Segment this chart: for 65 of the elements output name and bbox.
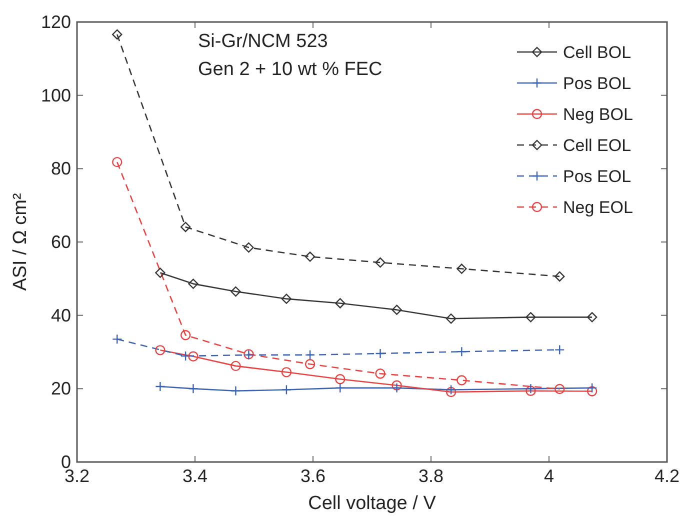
point xyxy=(304,252,316,262)
point xyxy=(375,368,386,379)
point xyxy=(180,350,191,362)
point xyxy=(456,375,467,386)
point xyxy=(392,304,402,315)
point xyxy=(230,386,241,396)
point xyxy=(335,374,346,384)
x-tick-label: 4 xyxy=(544,466,554,486)
point xyxy=(112,334,122,344)
legend-label: Pos BOL xyxy=(563,74,632,93)
point xyxy=(526,312,536,322)
legend-label: Cell BOL xyxy=(563,43,632,62)
legend-label: Pos EOL xyxy=(563,167,632,186)
point xyxy=(335,298,346,308)
point xyxy=(188,384,198,394)
point xyxy=(554,271,565,282)
point xyxy=(375,348,386,359)
point xyxy=(155,345,166,356)
point xyxy=(180,330,191,340)
point xyxy=(586,386,598,396)
point xyxy=(392,380,402,390)
point xyxy=(281,294,292,304)
y-tick-label: 40 xyxy=(50,305,71,326)
x-axis-title: Cell voltage / V xyxy=(308,493,436,514)
y-tick-label: 20 xyxy=(50,378,71,399)
point xyxy=(586,382,598,394)
annotation: Si-Gr/NCM 523 xyxy=(198,31,328,52)
point xyxy=(180,222,191,232)
point xyxy=(335,382,346,394)
point xyxy=(281,367,292,378)
point xyxy=(188,351,198,362)
point xyxy=(375,257,386,268)
point xyxy=(304,350,316,360)
point xyxy=(304,359,316,370)
point xyxy=(446,386,456,398)
point xyxy=(230,286,241,297)
point xyxy=(112,29,122,40)
x-tick-label: 3.4 xyxy=(182,466,208,486)
y-tick-label: 100 xyxy=(40,85,71,106)
point xyxy=(554,384,565,394)
point xyxy=(244,242,254,253)
x-tick-label: 3.6 xyxy=(300,466,326,486)
point xyxy=(155,381,166,392)
point xyxy=(586,312,598,322)
point xyxy=(230,360,241,372)
point xyxy=(554,344,565,355)
point xyxy=(392,382,402,394)
y-axis-title: ASI / Ω cm² xyxy=(10,193,31,291)
point xyxy=(456,264,467,274)
point xyxy=(446,314,456,324)
point xyxy=(155,268,166,278)
legend-label: Cell EOL xyxy=(563,136,632,155)
point xyxy=(112,156,122,168)
point xyxy=(446,384,456,395)
point xyxy=(456,346,467,357)
y-tick-label: 80 xyxy=(50,158,71,179)
annotation: Gen 2 + 10 wt % FEC xyxy=(198,59,382,80)
legend-label: Neg EOL xyxy=(563,198,633,217)
point xyxy=(281,384,292,395)
x-tick-label: 4.2 xyxy=(654,466,680,486)
point xyxy=(188,278,198,289)
x-tick-label: 3.8 xyxy=(418,466,444,486)
legend-label: Neg BOL xyxy=(563,105,633,124)
y-tick-label: 60 xyxy=(50,232,71,252)
y-tick-label: 120 xyxy=(40,12,71,32)
